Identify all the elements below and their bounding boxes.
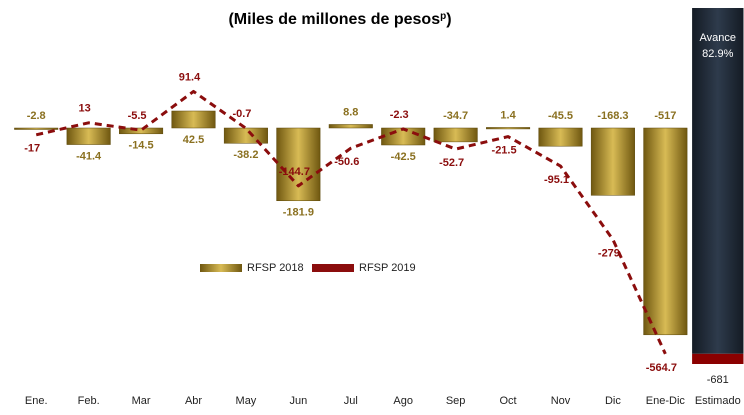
x-tick-label: Jul xyxy=(344,395,358,407)
data-label: -42.5 xyxy=(391,151,416,163)
data-label: 91.4 xyxy=(179,71,201,83)
bar xyxy=(538,127,583,147)
bar xyxy=(486,127,531,130)
data-label: -95.1 xyxy=(544,174,569,186)
data-label: 8.8 xyxy=(343,106,358,118)
bar xyxy=(590,127,635,196)
x-tick-label: Mar xyxy=(132,395,151,407)
estimate-progress-label: Avance xyxy=(700,32,737,44)
x-tick-label: Oct xyxy=(500,395,517,407)
x-tick-label: Sep xyxy=(446,395,466,407)
data-label: -168.3 xyxy=(597,110,628,122)
bar xyxy=(328,124,373,129)
legend-label: RFSP 2018 xyxy=(247,262,304,274)
chart-title: (Miles de millones de pesosp) xyxy=(228,11,451,29)
data-label: -45.5 xyxy=(548,110,573,122)
line-series xyxy=(35,89,667,355)
data-label: -52.7 xyxy=(439,157,464,169)
estimate-value-label: -681 xyxy=(707,374,729,386)
x-tick-label: Dic xyxy=(605,395,621,407)
data-label: -0.7 xyxy=(232,108,251,120)
bar xyxy=(66,127,111,145)
legend-label: RFSP 2019 xyxy=(359,262,416,274)
estimate-progress-bar xyxy=(692,8,744,354)
legend-swatch xyxy=(200,264,242,272)
data-label: 13 xyxy=(79,103,91,115)
data-label: -21.5 xyxy=(492,145,517,157)
bar xyxy=(381,127,426,146)
data-label: -2.3 xyxy=(390,109,409,121)
data-label: 1.4 xyxy=(500,109,516,121)
x-tick-label: Abr xyxy=(185,395,202,407)
data-label: -181.9 xyxy=(283,207,314,219)
bar xyxy=(643,127,688,336)
x-tick-label: Ene-Dic xyxy=(646,395,686,407)
data-label: -17 xyxy=(24,143,40,155)
estimate-progress-value: 82.9% xyxy=(702,48,733,60)
title-text: (Miles de millones de pesos xyxy=(228,11,440,28)
bar xyxy=(223,127,268,144)
data-label: -5.5 xyxy=(128,110,147,122)
data-label: -144.7 xyxy=(279,166,310,178)
x-tick-label: Ene. xyxy=(25,395,48,407)
x-tick-label: May xyxy=(236,395,257,407)
data-label: -517 xyxy=(654,110,676,122)
x-tick-label: Jun xyxy=(289,395,307,407)
bar xyxy=(171,110,216,129)
data-label: -14.5 xyxy=(129,140,154,152)
data-label: -34.7 xyxy=(443,110,468,122)
data-label: -41.4 xyxy=(76,150,102,162)
x-tick-label: Nov xyxy=(551,395,571,407)
data-label: -279 xyxy=(598,248,620,260)
estimate-bar xyxy=(692,353,744,364)
bar xyxy=(14,127,59,130)
data-label: -50.6 xyxy=(334,156,359,168)
data-label: -38.2 xyxy=(233,149,258,161)
x-tick-label: Estimado xyxy=(695,395,741,407)
bar xyxy=(433,127,478,143)
title-end: ) xyxy=(446,11,451,28)
legend-swatch xyxy=(312,264,354,272)
title-note: p xyxy=(440,11,446,22)
data-label: -564.7 xyxy=(646,362,677,374)
bar xyxy=(276,127,321,202)
estimate-group xyxy=(692,8,744,364)
bar xyxy=(119,127,164,135)
data-label: 42.5 xyxy=(183,134,204,146)
data-label: -2.8 xyxy=(27,110,46,122)
x-tick-label: Feb. xyxy=(78,395,100,407)
x-tick-label: Ago xyxy=(393,395,413,407)
